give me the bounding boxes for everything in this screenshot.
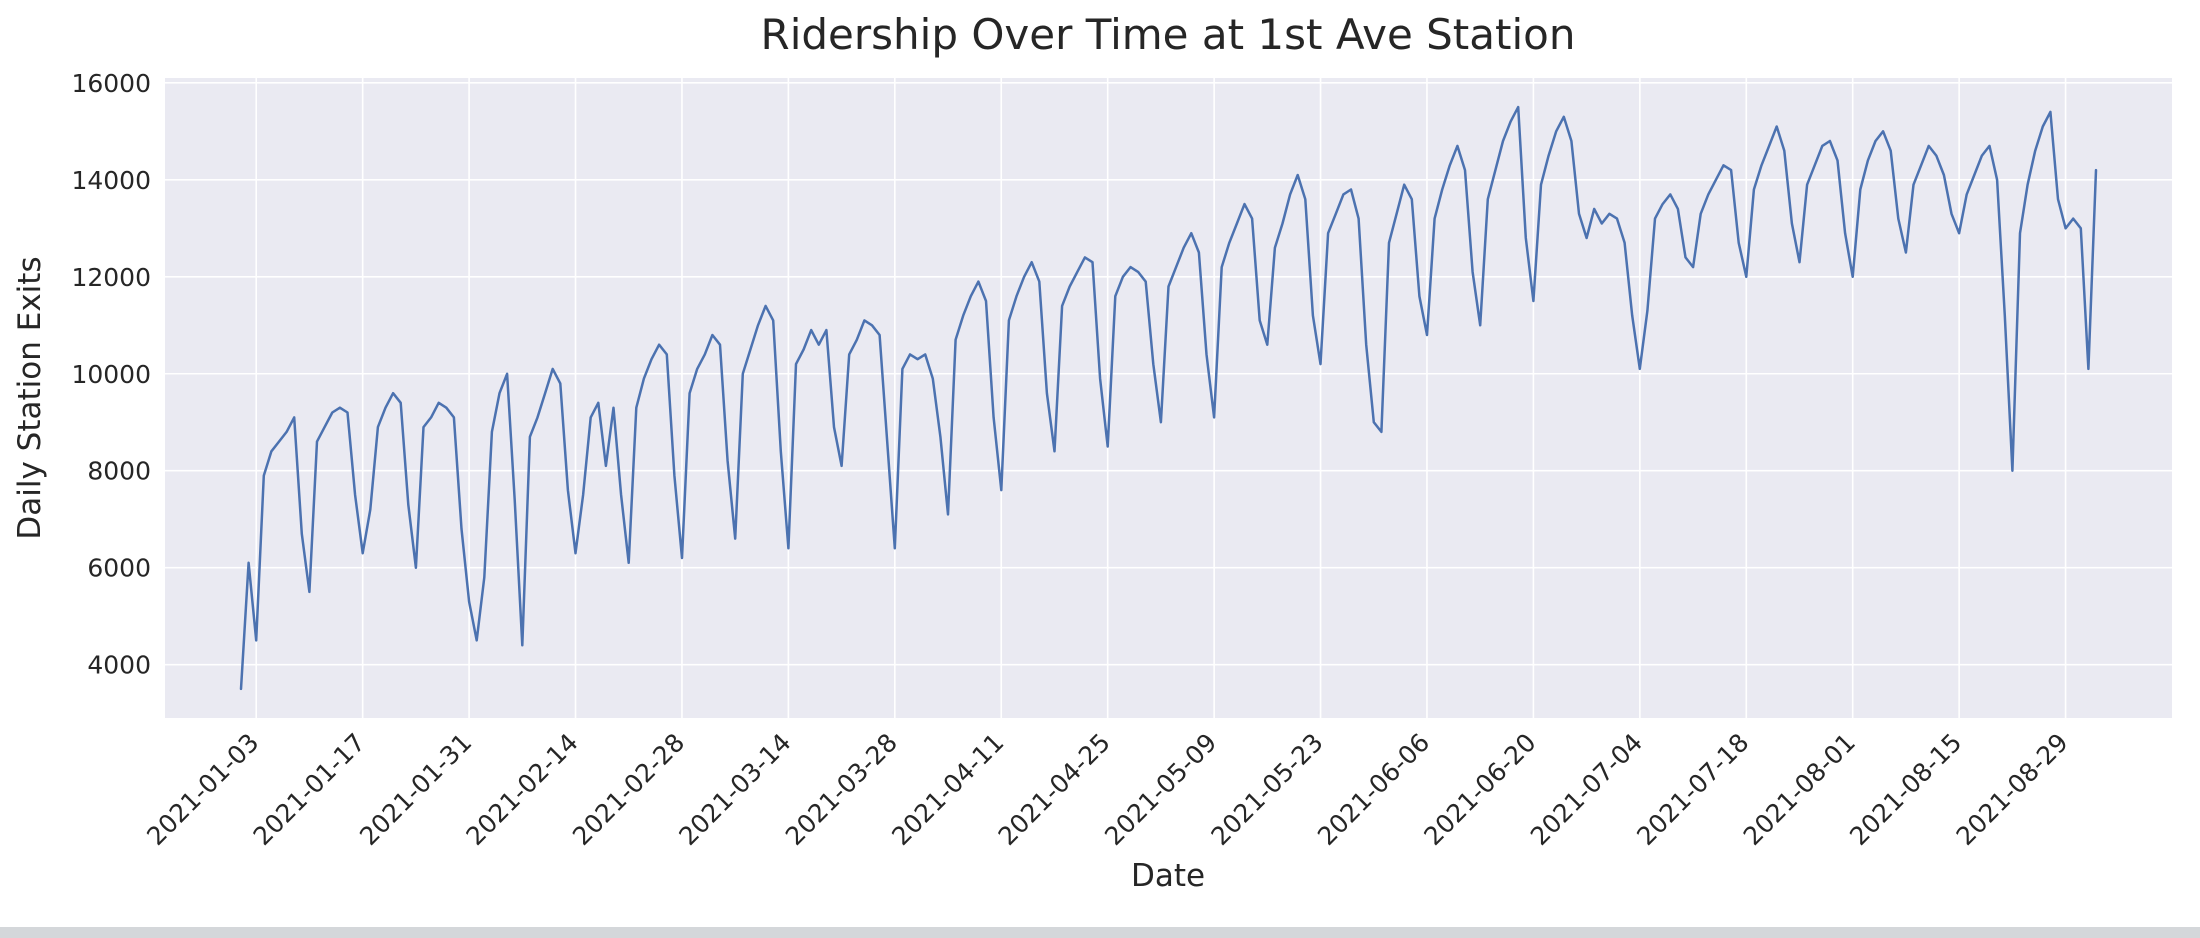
x-tick-label: 2021-06-20 — [1418, 728, 1541, 851]
y-tick-label: 4000 — [87, 651, 151, 680]
plot-area — [165, 78, 2172, 718]
x-tick-label: 2021-03-14 — [673, 728, 796, 851]
x-tick-label: 2021-02-28 — [567, 728, 690, 851]
x-tick-label: 2021-07-04 — [1525, 728, 1648, 851]
x-tick-label: 2021-04-11 — [886, 728, 1009, 851]
y-tick-label: 16000 — [71, 69, 151, 98]
y-tick-label: 12000 — [71, 263, 151, 292]
x-tick-label: 2021-05-23 — [1206, 728, 1329, 851]
chart-title: Ridership Over Time at 1st Ave Station — [760, 10, 1576, 59]
x-tick-label: 2021-07-18 — [1631, 728, 1754, 851]
x-tick-label: 2021-05-09 — [1099, 728, 1222, 851]
x-tick-label: 2021-01-03 — [141, 728, 264, 851]
x-tick-label: 2021-01-17 — [248, 728, 371, 851]
x-tick-label: 2021-08-01 — [1738, 728, 1861, 851]
x-axis-label: Date — [1130, 858, 1206, 894]
x-tick-label: 2021-02-14 — [461, 728, 584, 851]
y-tick-label: 8000 — [87, 457, 151, 486]
window-bottom-edge — [0, 927, 2200, 938]
y-tick-label: 10000 — [71, 360, 151, 389]
ridership-line — [239, 105, 2098, 691]
x-tick-label: 2021-08-29 — [1951, 728, 2074, 851]
x-tick-label: 2021-08-15 — [1844, 728, 1967, 851]
y-tick-label: 14000 — [71, 166, 151, 195]
x-tick-label: 2021-06-06 — [1312, 728, 1435, 851]
x-tick-label: 2021-03-28 — [780, 728, 903, 851]
x-tick-label: 2021-04-25 — [993, 728, 1116, 851]
x-tick-label: 2021-01-31 — [354, 728, 477, 851]
y-tick-label: 6000 — [87, 554, 151, 583]
